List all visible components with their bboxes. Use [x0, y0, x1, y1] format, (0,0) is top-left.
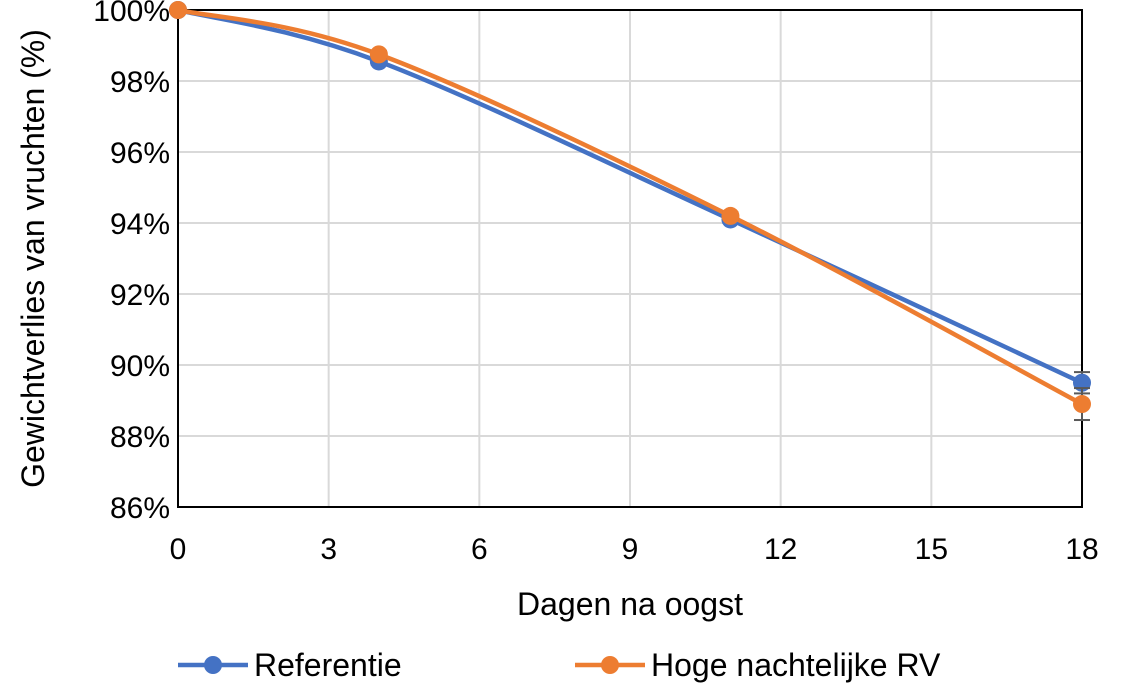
legend-swatch-marker — [601, 656, 619, 674]
legend-item-1: Referentie — [178, 647, 402, 683]
data-point — [369, 45, 388, 64]
y-tick-label: 100% — [93, 0, 170, 28]
legend-item-2: Hoge nachtelijke RV — [575, 647, 941, 683]
data-point — [169, 1, 187, 19]
x-tick-label: 12 — [764, 533, 797, 566]
x-tick-label: 3 — [320, 533, 337, 566]
x-tick-label: 6 — [471, 533, 488, 566]
y-tick-label: 90% — [110, 350, 170, 383]
grid-layer — [177, 9, 1083, 508]
x-axis-title: Dagen na oogst — [517, 586, 743, 622]
y-tick-labels: 86% 88% 90% 92% 94% 96% 98% 100% — [93, 0, 170, 525]
legend-label: Hoge nachtelijke RV — [651, 647, 941, 683]
series-line — [175, 7, 1085, 385]
legend: Referentie Hoge nachtelijke RV — [178, 647, 941, 683]
series-2 — [169, 1, 1091, 422]
x-tick-label: 0 — [170, 533, 187, 566]
y-tick-label: 96% — [110, 137, 170, 170]
y-tick-label: 92% — [110, 279, 170, 312]
legend-label: Referentie — [254, 647, 402, 683]
data-point — [721, 206, 740, 225]
y-axis-title: Gewichtverlies van vruchten (%) — [15, 29, 51, 488]
y-tick-label: 88% — [110, 421, 170, 454]
x-tick-label: 15 — [915, 533, 948, 566]
series-line — [175, 7, 1085, 407]
data-point — [1073, 395, 1091, 414]
x-tick-label: 18 — [1065, 533, 1098, 566]
plot-frame — [177, 9, 1083, 508]
y-tick-label: 86% — [110, 492, 170, 525]
series-layer — [169, 1, 1091, 422]
y-tick-label: 94% — [110, 208, 170, 241]
y-tick-label: 98% — [110, 66, 170, 99]
legend-swatch-marker — [204, 656, 222, 674]
x-tick-labels: 0 3 6 9 12 15 18 — [170, 533, 1099, 566]
x-tick-label: 9 — [622, 533, 639, 566]
